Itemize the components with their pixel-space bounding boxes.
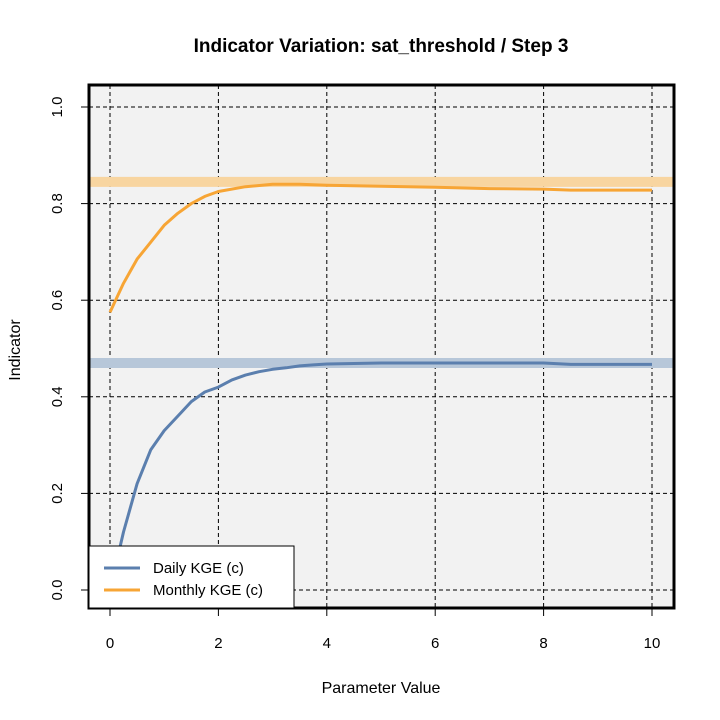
series-line-monthly: [108, 182, 652, 313]
x-axis-label: Parameter Value: [322, 680, 441, 697]
legend-label-daily: Daily KGE (c): [153, 560, 244, 577]
x-tick-label: 8: [539, 635, 547, 652]
y-tick-label: 0.2: [49, 483, 66, 504]
grid: [89, 85, 674, 608]
series-line-daily: [108, 361, 652, 591]
legend-box: [88, 545, 295, 609]
x-tick-label: 10: [644, 635, 661, 652]
chart-title: Indicator Variation: sat_threshold / Ste…: [194, 36, 569, 57]
y-tick-label: 0.0: [49, 580, 66, 601]
plot-area: [89, 85, 674, 608]
x-tick-label: 0: [106, 635, 114, 652]
x-tick-label: 2: [214, 635, 222, 652]
series-lines: [108, 182, 652, 591]
x-tick-label: 4: [323, 635, 331, 652]
axis-ticks: 0 2 4 6 8 10 0.0 0.2 0.4 0.6 0.8 1.0: [49, 97, 660, 652]
y-tick-label: 1.0: [49, 97, 66, 118]
legend: Daily KGE (c) Monthly KGE (c): [88, 545, 295, 609]
y-axis-label: Indicator: [7, 319, 24, 381]
y-tick-label: 0.8: [49, 193, 66, 214]
legend-label-monthly: Monthly KGE (c): [153, 582, 263, 599]
x-tick-label: 6: [431, 635, 439, 652]
y-tick-label: 0.6: [49, 290, 66, 311]
y-tick-label: 0.4: [49, 386, 66, 407]
plot-frame: [87, 83, 676, 610]
